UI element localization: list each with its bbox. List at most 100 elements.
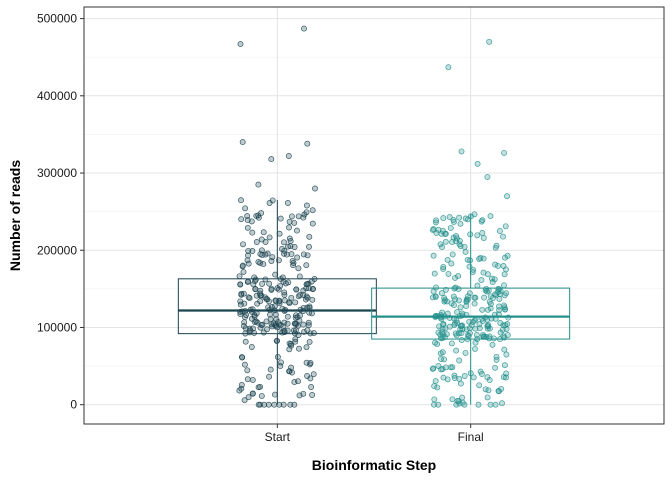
data-point bbox=[239, 139, 246, 146]
data-point bbox=[471, 300, 478, 307]
data-point bbox=[306, 361, 313, 368]
data-point bbox=[492, 401, 499, 408]
data-point bbox=[255, 258, 262, 265]
data-point bbox=[241, 300, 248, 307]
data-point bbox=[445, 64, 452, 71]
data-point bbox=[295, 265, 302, 272]
data-point bbox=[492, 364, 499, 371]
data-point bbox=[451, 320, 458, 327]
data-point bbox=[448, 340, 455, 347]
data-point bbox=[285, 153, 292, 159]
data-point bbox=[501, 362, 508, 369]
data-point bbox=[236, 273, 243, 280]
data-point bbox=[286, 299, 292, 306]
data-point bbox=[244, 376, 251, 383]
data-point bbox=[238, 291, 245, 298]
data-point bbox=[453, 347, 460, 354]
data-point bbox=[430, 252, 437, 259]
data-point bbox=[449, 239, 456, 246]
data-point bbox=[281, 327, 288, 334]
data-point bbox=[500, 374, 507, 381]
data-point bbox=[236, 387, 243, 394]
data-point bbox=[496, 295, 503, 302]
data-point bbox=[309, 207, 316, 214]
data-point bbox=[471, 211, 478, 218]
data-point bbox=[462, 349, 469, 356]
data-point bbox=[450, 293, 457, 300]
data-point bbox=[241, 397, 248, 404]
data-point bbox=[291, 401, 298, 408]
data-point bbox=[457, 380, 464, 387]
data-point bbox=[258, 392, 265, 399]
data-point bbox=[442, 238, 449, 245]
data-point bbox=[304, 281, 311, 288]
data-point bbox=[280, 401, 287, 408]
data-point bbox=[242, 314, 248, 321]
data-point bbox=[237, 281, 244, 288]
data-point bbox=[501, 282, 507, 289]
data-point bbox=[245, 394, 252, 401]
data-point bbox=[292, 299, 299, 306]
data-point bbox=[286, 218, 293, 225]
data-point bbox=[447, 224, 454, 231]
data-point bbox=[439, 244, 445, 251]
data-point bbox=[303, 202, 310, 209]
data-point bbox=[498, 385, 505, 392]
data-point bbox=[249, 248, 256, 254]
data-point bbox=[487, 301, 494, 307]
data-point bbox=[279, 246, 285, 252]
data-point bbox=[438, 290, 445, 297]
data-point bbox=[467, 257, 474, 264]
data-point bbox=[448, 260, 455, 267]
data-point bbox=[293, 286, 300, 293]
data-point bbox=[440, 263, 447, 270]
data-point bbox=[432, 219, 439, 226]
data-point bbox=[239, 354, 246, 361]
data-point bbox=[293, 227, 300, 234]
data-point bbox=[441, 334, 448, 340]
data-point bbox=[504, 193, 510, 200]
data-point bbox=[458, 148, 465, 155]
data-point bbox=[487, 305, 494, 312]
data-point bbox=[449, 251, 456, 258]
data-point bbox=[485, 387, 492, 394]
data-point bbox=[431, 383, 438, 390]
data-point bbox=[431, 396, 438, 403]
data-point bbox=[432, 293, 439, 300]
data-point bbox=[308, 278, 315, 285]
data-point bbox=[244, 213, 251, 220]
data-point bbox=[255, 181, 262, 188]
data-point bbox=[251, 329, 258, 336]
data-point bbox=[262, 276, 269, 283]
data-point bbox=[248, 344, 255, 350]
data-point bbox=[309, 392, 316, 398]
data-point bbox=[267, 311, 273, 318]
data-point bbox=[496, 303, 502, 310]
x-axis: Start Final bbox=[265, 424, 484, 444]
data-point bbox=[479, 306, 486, 313]
data-point bbox=[257, 401, 264, 408]
data-point bbox=[237, 41, 244, 48]
data-point bbox=[244, 279, 251, 286]
data-point bbox=[266, 200, 273, 206]
data-point bbox=[257, 298, 264, 305]
data-point bbox=[432, 378, 439, 385]
data-point bbox=[500, 322, 507, 329]
data-point bbox=[284, 200, 291, 206]
data-point bbox=[303, 359, 310, 366]
data-point bbox=[456, 237, 463, 244]
data-point bbox=[429, 365, 436, 372]
data-point bbox=[258, 210, 265, 217]
data-point bbox=[499, 400, 505, 407]
data-point bbox=[435, 401, 442, 408]
data-point bbox=[286, 235, 293, 242]
data-point bbox=[458, 337, 465, 344]
data-point bbox=[496, 228, 503, 234]
data-point bbox=[456, 357, 463, 364]
data-point bbox=[262, 294, 269, 301]
data-point bbox=[275, 286, 282, 293]
data-point bbox=[286, 340, 293, 347]
data-point bbox=[431, 270, 438, 277]
y-tick-label: 100000 bbox=[37, 320, 77, 334]
data-point bbox=[280, 323, 287, 330]
